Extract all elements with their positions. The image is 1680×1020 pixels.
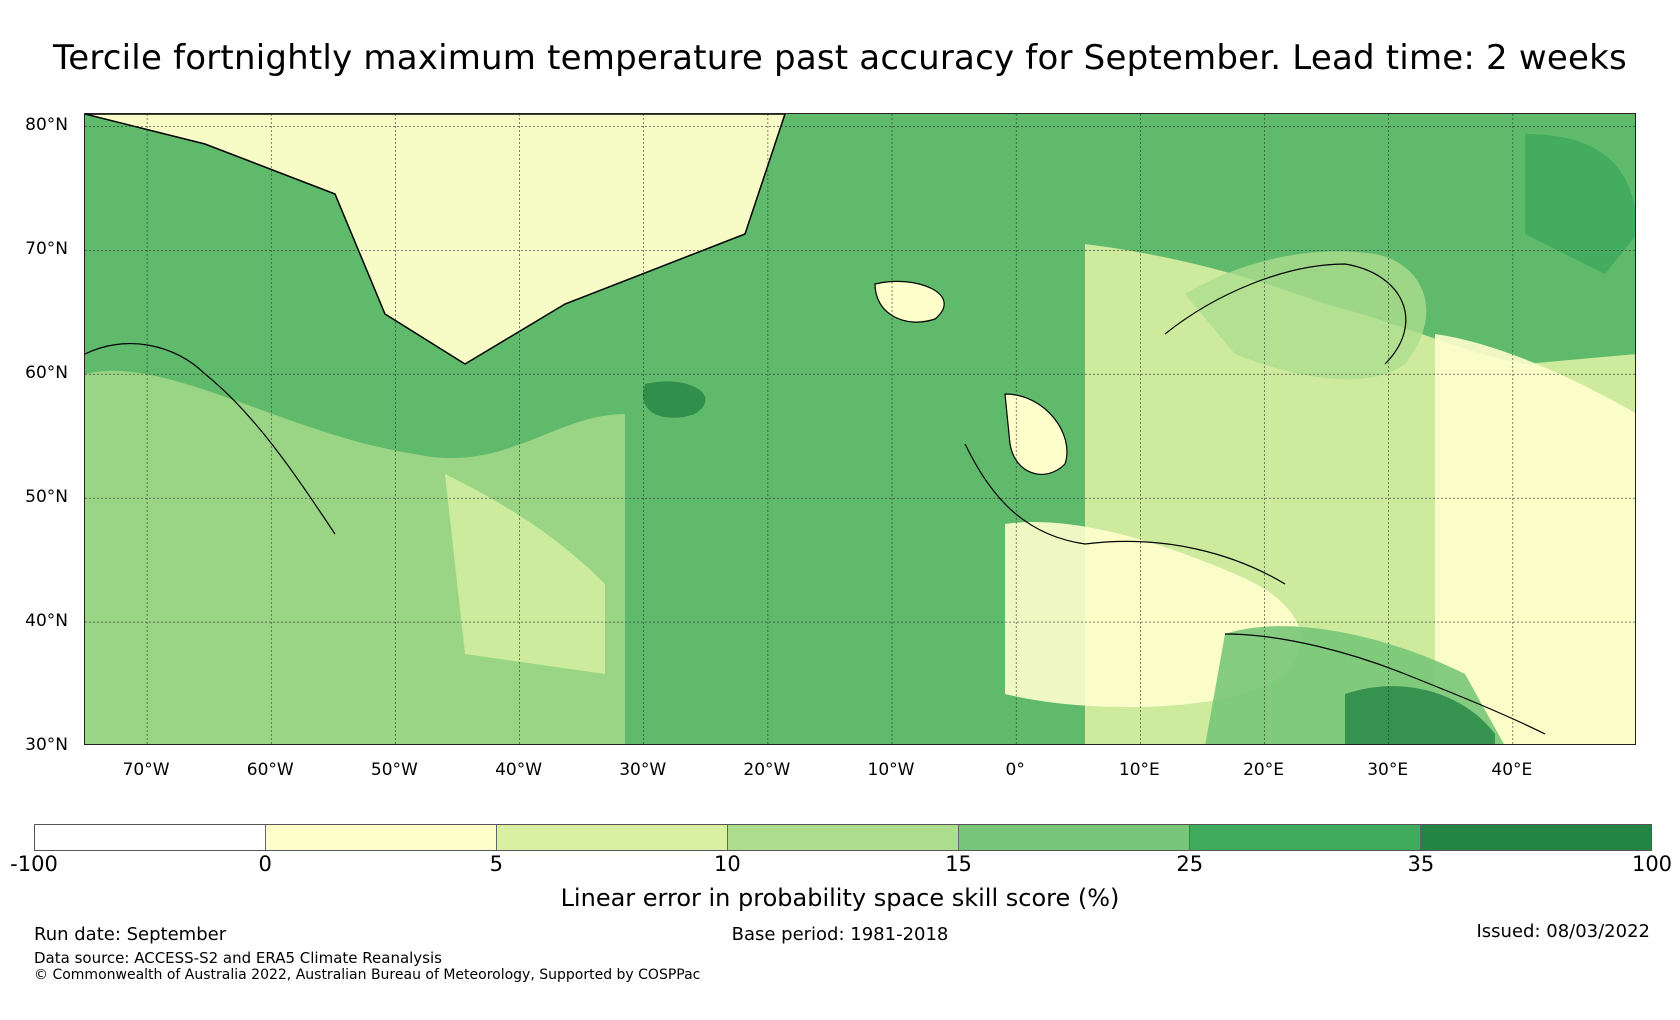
base-period: Base period: 1981-2018 [731, 924, 949, 945]
scandinavia-coast [1164, 263, 1407, 365]
data-source: Data source: ACCESS-S2 and ERA5 Climate … [34, 949, 442, 967]
lat-tick-label: 30°N [25, 735, 68, 755]
lon-tick-label: 10°E [1118, 760, 1160, 780]
lat-tick-label: 60°N [25, 363, 68, 384]
lat-tick-label: 80°N [25, 115, 68, 136]
graticule [85, 114, 1635, 744]
west-europe-coast [964, 443, 1086, 545]
east-med-zone [1345, 686, 1495, 744]
labrador-coast [85, 343, 336, 535]
colorbar-tick-label: 35 [1407, 852, 1435, 876]
barents-zone [1525, 134, 1635, 274]
russia-zone [1435, 334, 1635, 744]
scandinavia-zone [1185, 251, 1427, 380]
med-coast [1224, 633, 1546, 735]
colorbar-tick-label: 0 [258, 852, 272, 876]
greenland-coast [85, 114, 786, 365]
lon-tick-label: 40°W [495, 760, 543, 780]
run-date: Run date: September [34, 924, 227, 945]
colorbar-segment [1190, 825, 1421, 850]
lon-tick-label: 10°W [867, 760, 915, 780]
colorbar-tick-label: 15 [945, 852, 972, 876]
map-canvas[interactable] [85, 114, 1636, 745]
britain [1004, 393, 1068, 475]
lon-tick-label: 60°W [246, 760, 294, 780]
colorbar-tick-label: 25 [1176, 852, 1204, 876]
hotspot-north-atlantic [643, 381, 706, 418]
mid-atlantic-zone [445, 474, 605, 674]
copyright-notice: © Commonwealth of Australia 2022, Austra… [34, 967, 701, 983]
colorbar-tick-label: 10 [714, 852, 741, 876]
colorbar-segment [1421, 825, 1651, 850]
colorbar-segment [497, 825, 728, 850]
lon-tick-label: 0° [1005, 760, 1025, 780]
ocean-skill-zones [85, 114, 1635, 744]
chart-title: Tercile fortnightly maximum temperature … [53, 38, 1627, 78]
lon-tick-label: 50°W [370, 760, 418, 780]
colorbar-segment [959, 825, 1190, 850]
colorbar-segment [266, 825, 497, 850]
lon-tick-label: 30°E [1367, 760, 1409, 780]
colorbar-segment [35, 825, 266, 850]
colorbar-tick-label: 5 [489, 852, 503, 876]
lon-tick-label: 30°W [619, 760, 667, 780]
colorbar-tick-label: -100 [10, 852, 58, 876]
europe-coast [1084, 540, 1286, 585]
issued-date: Issued: 08/03/2022 [1476, 921, 1650, 942]
lon-tick-label: 40°E [1491, 760, 1533, 780]
lon-tick-label: 70°W [122, 760, 170, 780]
lon-tick-label: 20°E [1243, 760, 1284, 780]
greenland-zone [85, 114, 785, 364]
colorbar-label: Linear error in probability space skill … [560, 884, 1120, 912]
colorbar-segment [728, 825, 959, 850]
map-panel[interactable] [84, 113, 1636, 745]
colorbar [34, 824, 1652, 851]
colorbar-tick-label: 100 [1631, 852, 1673, 876]
lon-tick-label: 20°W [743, 760, 791, 780]
lat-tick-label: 70°N [25, 239, 68, 260]
lat-tick-label: 50°N [25, 487, 68, 508]
lat-tick-label: 40°N [25, 611, 68, 632]
